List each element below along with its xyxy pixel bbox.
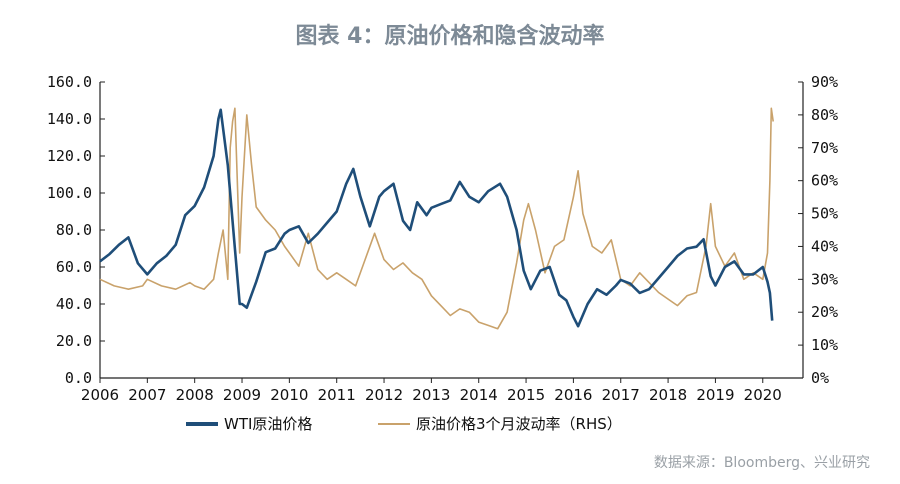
left-tick-label: 160.0: [47, 73, 92, 91]
legend-label-vol: 原油价格3个月波动率（RHS）: [416, 415, 622, 433]
x-tick-label: 2011: [318, 386, 356, 404]
x-tick-label: 2010: [270, 386, 308, 404]
x-tick-label: 2013: [412, 386, 450, 404]
left-tick-label: 100.0: [47, 184, 92, 202]
x-tick-label: 2007: [128, 386, 166, 404]
right-tick-label: 30%: [811, 270, 838, 288]
x-tick-label: 2014: [460, 386, 498, 404]
right-tick-label: 10%: [811, 336, 838, 354]
right-tick-label: 60%: [811, 172, 838, 190]
left-tick-label: 80.0: [56, 221, 92, 239]
x-tick-label: 2009: [223, 386, 261, 404]
left-tick-label: 140.0: [47, 110, 92, 128]
right-tick-label: 40%: [811, 237, 838, 255]
left-tick-label: 0.0: [65, 369, 92, 387]
right-tick-label: 70%: [811, 139, 838, 157]
x-tick-label: 2019: [696, 386, 734, 404]
left-tick-label: 20.0: [56, 332, 92, 350]
x-tick-label: 2015: [507, 386, 545, 404]
left-tick-label: 60.0: [56, 258, 92, 276]
right-tick-label: 50%: [811, 205, 838, 223]
x-tick-label: 2016: [554, 386, 592, 404]
right-tick-label: 80%: [811, 106, 838, 124]
series-line-vol: [99, 107, 774, 330]
x-tick-label: 2008: [176, 386, 214, 404]
series-line-wti: [99, 108, 774, 328]
source-note: 数据来源：Bloomberg、兴业研究: [653, 455, 870, 471]
right-tick-label: 90%: [811, 73, 838, 91]
left-tick-label: 120.0: [47, 147, 92, 165]
x-tick-label: 2017: [602, 386, 640, 404]
x-tick-label: 2012: [365, 386, 403, 404]
x-tick-label: 2020: [744, 386, 782, 404]
right-tick-label: 20%: [811, 303, 838, 321]
x-tick-label: 2006: [81, 386, 119, 404]
left-tick-label: 40.0: [56, 295, 92, 313]
legend-label-wti: WTI原油价格: [224, 415, 312, 433]
chart-title: 图表 4：原油价格和隐含波动率: [295, 24, 605, 49]
x-tick-label: 2018: [649, 386, 687, 404]
right-tick-label: 0%: [811, 369, 829, 387]
